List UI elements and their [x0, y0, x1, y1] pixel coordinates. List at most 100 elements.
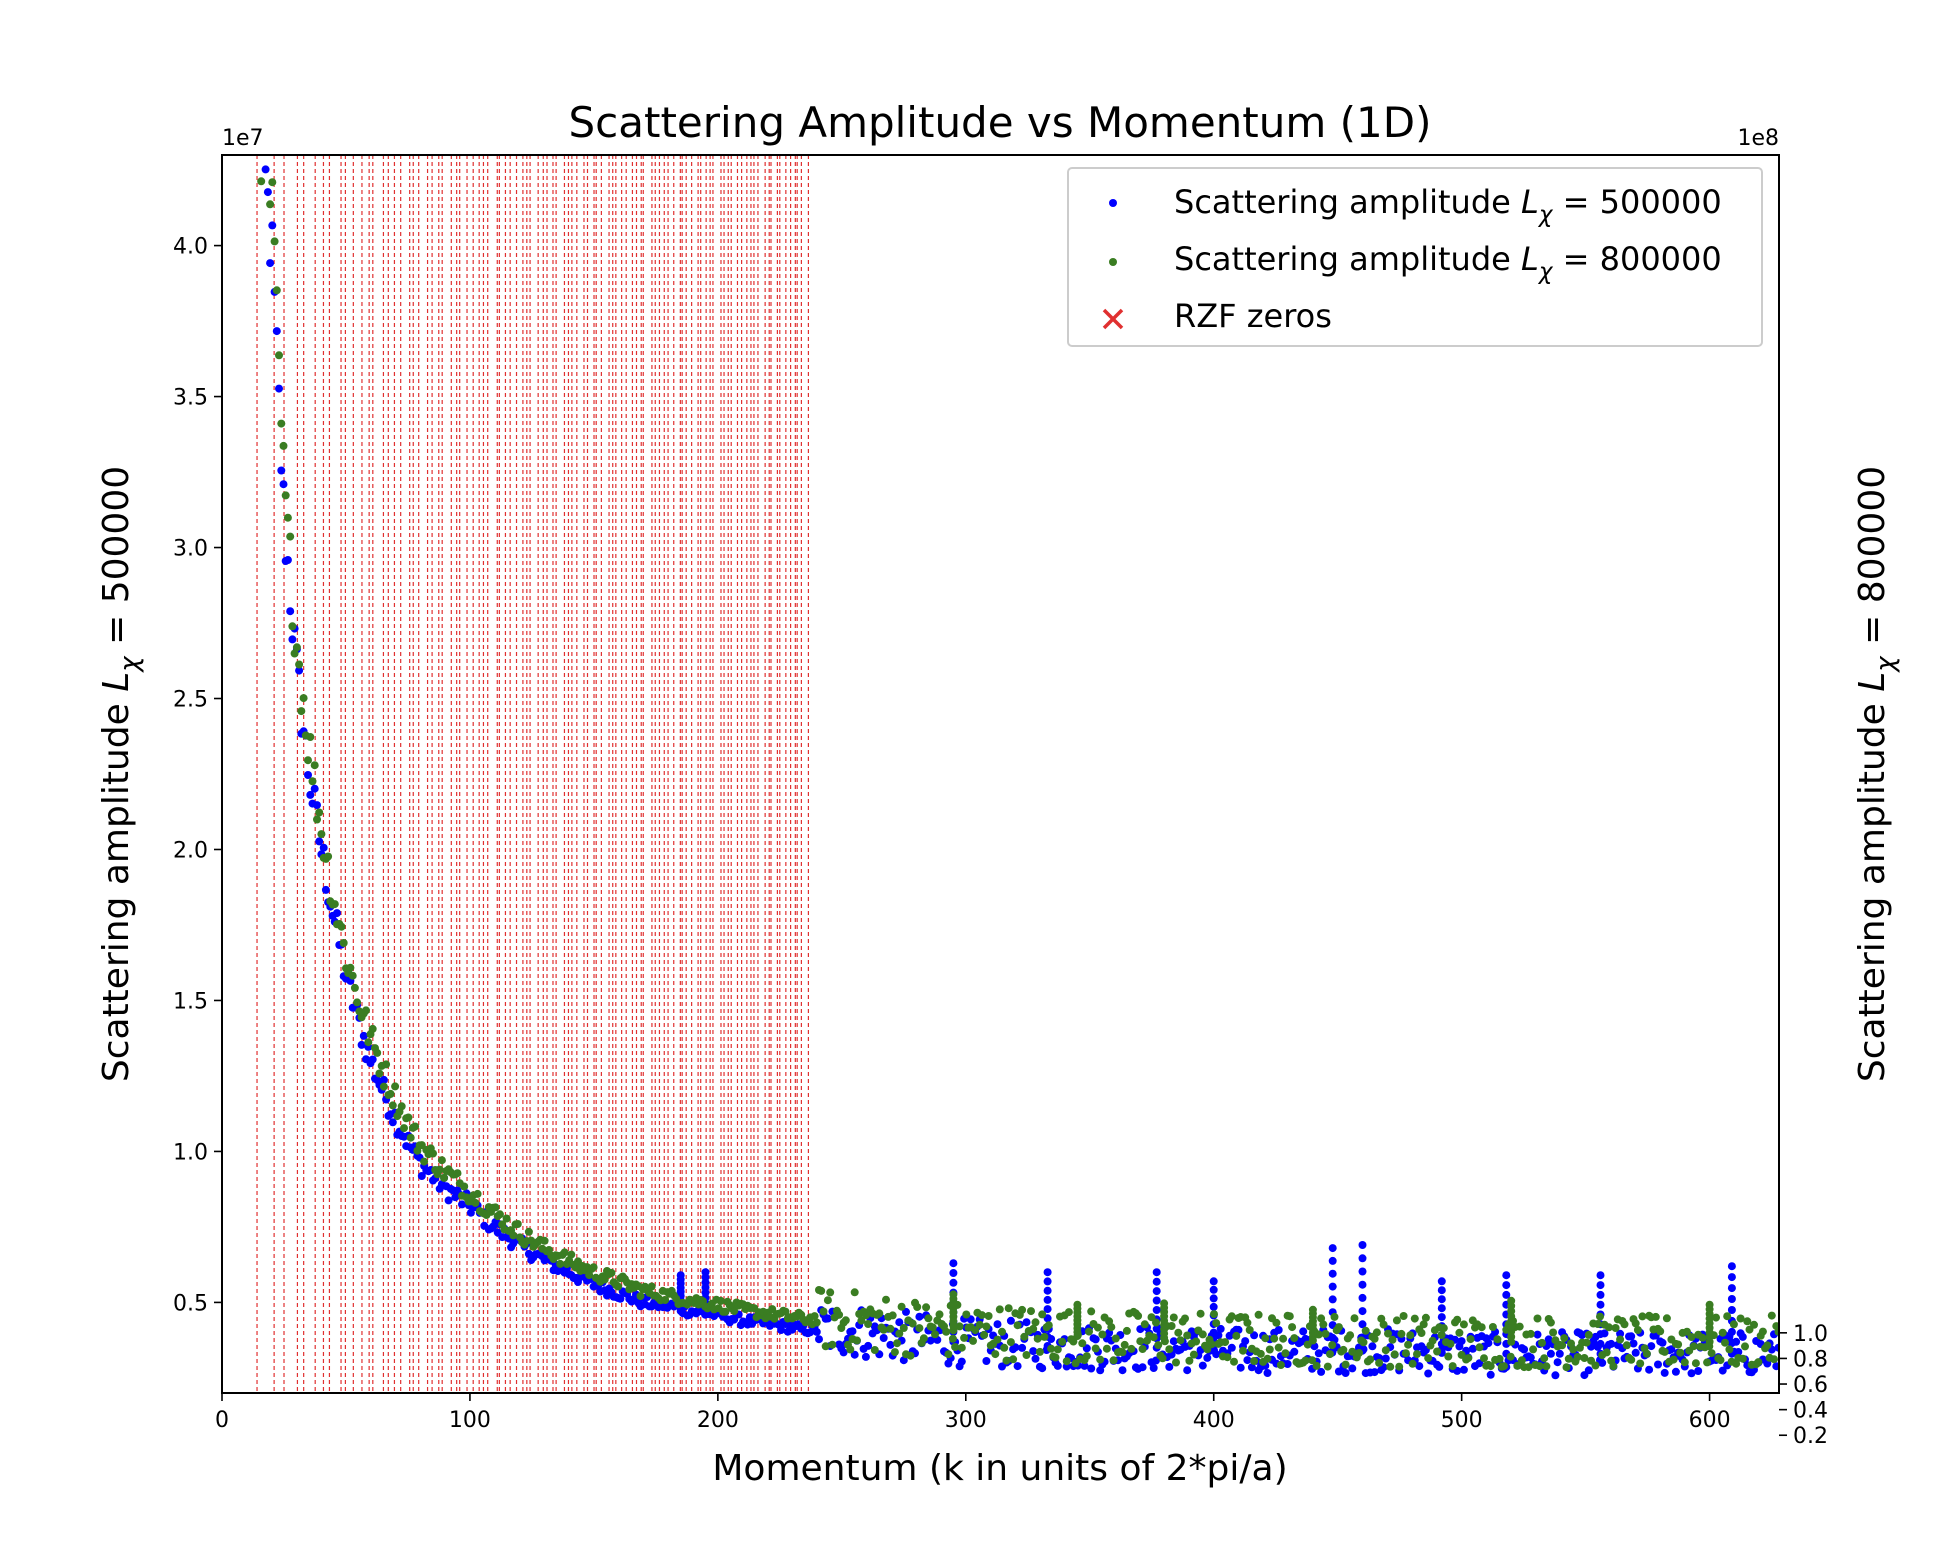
- series-2-point: [1004, 1304, 1013, 1313]
- series-2-point: [1033, 1334, 1042, 1343]
- series-1-spike-point: [1437, 1286, 1446, 1295]
- series-1-point: [861, 1352, 870, 1361]
- series-2-point: [1513, 1361, 1522, 1370]
- series-2-point: [1611, 1324, 1620, 1332]
- series-2-point: [890, 1348, 899, 1357]
- series-2-point: [1631, 1319, 1640, 1328]
- series-2-point: [1716, 1356, 1725, 1365]
- series-2-point: [1085, 1327, 1093, 1336]
- series-1-point: [1718, 1366, 1727, 1375]
- series-2-point: [1285, 1312, 1294, 1321]
- series-2-point: [1000, 1343, 1009, 1352]
- left-offset-label: 1e7: [222, 126, 264, 151]
- series-2-point: [330, 900, 339, 909]
- series-2-point: [382, 1060, 391, 1069]
- series-1-point: [1169, 1337, 1178, 1346]
- series-1-point: [1435, 1362, 1444, 1371]
- series-2-point: [924, 1314, 933, 1323]
- series-1-spike-point: [1596, 1339, 1605, 1348]
- series-1-point: [1274, 1326, 1283, 1334]
- series-1-point: [1616, 1329, 1625, 1338]
- series-2-point: [495, 1210, 504, 1219]
- series-2-spike-point: [1073, 1300, 1082, 1309]
- series-1-spike-point: [949, 1278, 958, 1287]
- series-2-point: [882, 1295, 890, 1304]
- series-2-point: [1047, 1344, 1056, 1353]
- series-2-point: [1774, 1327, 1779, 1336]
- series-2-point: [980, 1330, 989, 1339]
- series-1-point: [1087, 1364, 1096, 1373]
- series-1-point: [321, 885, 330, 894]
- series-1-point: [1774, 1343, 1779, 1352]
- series-2-point: [1758, 1327, 1767, 1336]
- series-2-point: [379, 1082, 388, 1091]
- right-offset-label: 1e8: [1737, 126, 1779, 151]
- series-2-point: [1172, 1358, 1180, 1367]
- series-1-spike-point: [1437, 1277, 1446, 1286]
- series-1-point: [1424, 1369, 1433, 1378]
- series-2-point: [1111, 1334, 1120, 1343]
- series-2-point: [899, 1324, 908, 1332]
- series-2-point: [1444, 1352, 1453, 1361]
- series-2-point: [315, 808, 324, 817]
- series-2-point: [513, 1220, 522, 1228]
- series-1-point: [1091, 1335, 1100, 1344]
- series-2-point: [1312, 1361, 1321, 1370]
- series-2-point: [1181, 1314, 1189, 1323]
- series-2-point: [915, 1324, 924, 1333]
- series-2-point: [1176, 1336, 1185, 1345]
- series-1-spike-point: [1043, 1295, 1052, 1304]
- series-1-point: [815, 1335, 823, 1344]
- right-y-axis-label: Scattering amplitude Lχ = 800000: [1852, 466, 1901, 1082]
- left-y-label-subscript: χ: [115, 655, 145, 674]
- series-2-point: [1475, 1343, 1484, 1352]
- series-2-point: [846, 1345, 855, 1354]
- series-2-point: [1486, 1362, 1495, 1371]
- series-2-point: [1584, 1330, 1593, 1339]
- series-2-point: [1062, 1357, 1071, 1366]
- series-2-point: [1064, 1308, 1073, 1317]
- series-1-point: [1314, 1349, 1323, 1358]
- series-2-point: [1609, 1362, 1618, 1371]
- series-2-point: [1196, 1309, 1205, 1318]
- series-2-point: [962, 1310, 971, 1319]
- series-2-point: [266, 200, 275, 209]
- series-2-point: [1582, 1338, 1591, 1347]
- right-y-axis-ticks: 0.20.40.60.81.0: [1779, 1322, 1828, 1449]
- series-1-point: [1243, 1356, 1252, 1365]
- series-2-point: [1210, 1310, 1218, 1319]
- series-1-spike-point: [1437, 1295, 1446, 1304]
- series-1-point: [806, 1328, 815, 1337]
- series-2-point: [324, 852, 333, 861]
- series-2-point: [1221, 1338, 1230, 1347]
- series-2-point: [1417, 1329, 1426, 1337]
- series-1-point: [1607, 1339, 1616, 1348]
- series-2-spike-point: [1507, 1296, 1516, 1305]
- series-2-point: [1158, 1354, 1167, 1363]
- series-1-spike-point: [1727, 1295, 1736, 1303]
- right-y-tick-label: 0.2: [1793, 1424, 1828, 1449]
- series-2-point: [364, 1038, 373, 1047]
- series-2-point: [491, 1203, 500, 1212]
- series-2-point: [857, 1316, 866, 1325]
- series-1-point: [279, 480, 288, 489]
- series-2-point: [1533, 1314, 1542, 1323]
- series-2-point: [1448, 1362, 1457, 1371]
- series-2-point: [861, 1311, 870, 1320]
- x-tick-label: 0: [215, 1408, 229, 1433]
- series-2-point: [1596, 1312, 1604, 1321]
- series-1-spike-point: [1727, 1262, 1736, 1271]
- series-2-point: [607, 1268, 616, 1277]
- legend-entry-series-1: Scattering amplitude Lχ = 500000: [1174, 183, 1722, 228]
- series-1-point: [1216, 1324, 1225, 1333]
- series-1-point: [1227, 1343, 1236, 1352]
- series-2-point: [1404, 1340, 1413, 1349]
- series-1-point: [1468, 1344, 1477, 1353]
- series-1-point: [359, 1031, 368, 1040]
- legend-entry-rzf-zeros: RZF zeros: [1174, 297, 1332, 335]
- series-2-point: [1493, 1335, 1502, 1344]
- series-2-point: [435, 1165, 444, 1174]
- series-2-point: [1272, 1318, 1281, 1327]
- series-2-point: [1767, 1311, 1776, 1320]
